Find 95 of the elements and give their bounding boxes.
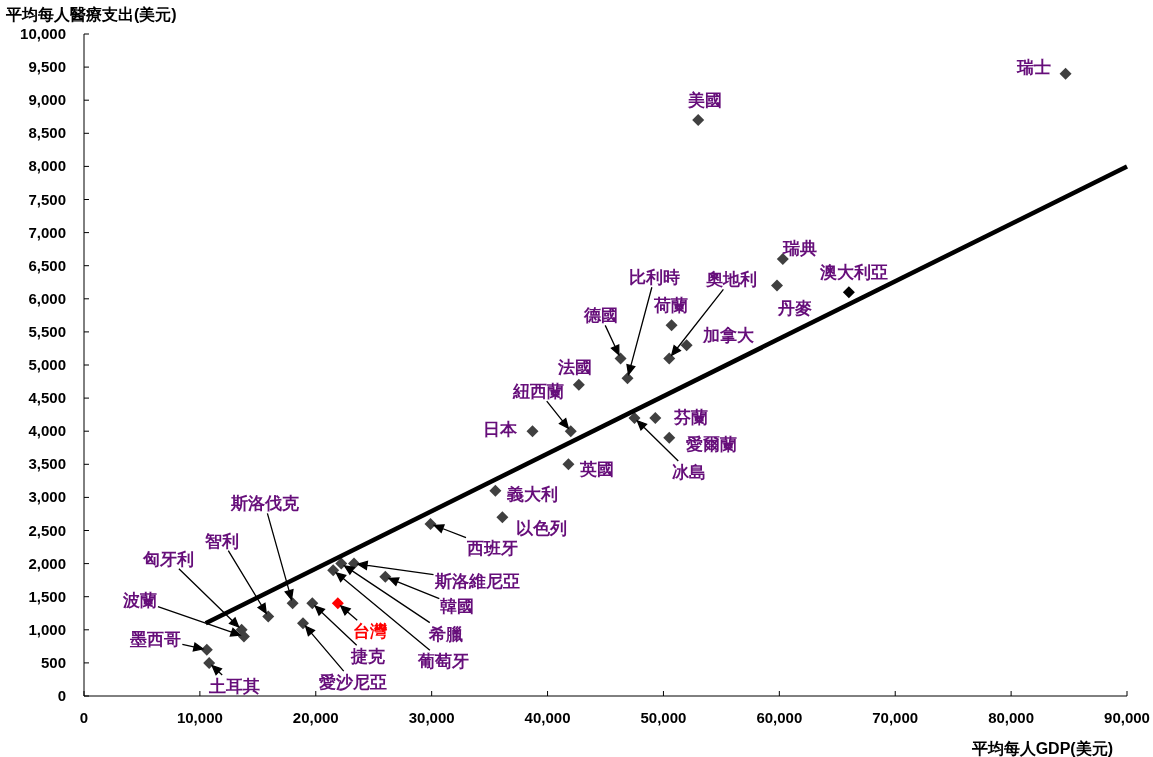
x-tick-label: 60,000: [756, 709, 803, 726]
annotation: 奧地利: [704, 270, 757, 290]
annotation: 日本: [483, 420, 519, 440]
y-tick-label: 4,500: [28, 389, 66, 407]
annotation: 英國: [579, 460, 615, 480]
x-tick-label: 10,000: [176, 709, 223, 726]
annotation: 加拿大: [702, 326, 756, 346]
point: [1059, 67, 1072, 80]
annotation: 澳大利亞: [818, 263, 888, 283]
annotation: 希臘: [428, 624, 464, 644]
x-tick-label: 80,000: [988, 709, 1035, 726]
annotation: 瑞典: [781, 239, 817, 259]
point: [680, 339, 693, 352]
point: [286, 597, 299, 610]
point: [526, 425, 539, 438]
annotation: 義大利: [505, 484, 558, 504]
x-axis-title: 平均每人GDP(美元): [970, 739, 1113, 757]
point: [424, 517, 437, 530]
point: [331, 597, 344, 610]
point: [297, 617, 310, 630]
point: [842, 286, 855, 299]
x-tick-label: 40,000: [524, 709, 571, 726]
y-tick-label: 2,500: [28, 521, 66, 539]
x-tick-label: 90,000: [1104, 709, 1150, 726]
point: [628, 411, 641, 424]
y-tick-label: 5,500: [28, 322, 66, 340]
point: [771, 279, 784, 292]
y-tick-label: 10,000: [20, 25, 66, 42]
point: [327, 564, 340, 577]
point: [262, 610, 275, 623]
point: [663, 352, 676, 365]
y-tick-label: 8,500: [28, 124, 66, 142]
x-tick-label: 70,000: [872, 709, 919, 726]
y-tick-label: 5,000: [28, 356, 66, 373]
annotation: 荷蘭: [652, 296, 688, 316]
annotation: 法國: [556, 357, 592, 377]
y-tick-label: 2,000: [28, 554, 66, 572]
annotation: 匈牙利: [142, 549, 195, 569]
annotation: 台灣: [352, 622, 388, 642]
point: [663, 431, 676, 444]
annotation: 墨西哥: [129, 629, 182, 649]
annotation: 芬蘭: [673, 407, 709, 427]
y-tick-label: 9,500: [28, 58, 66, 76]
annotation: 以色列: [515, 519, 567, 539]
point: [649, 411, 662, 424]
point: [203, 656, 216, 669]
x-tick-label: 20,000: [292, 709, 339, 726]
annotation: 波蘭: [121, 591, 157, 611]
annotation: 韓國: [440, 596, 475, 616]
point: [306, 597, 319, 610]
annotation: 丹麥: [777, 298, 813, 318]
annotation: 瑞士: [1015, 57, 1051, 77]
y-axis-title: 平均每人醫療支出(美元): [5, 5, 177, 23]
point: [379, 570, 392, 583]
annotation: 斯洛伐克: [229, 494, 300, 514]
point: [665, 319, 678, 332]
point: [200, 643, 213, 656]
annotation: 愛沙尼亞: [319, 673, 388, 693]
annotation: 冰島: [672, 462, 707, 482]
y-tick-label: 0: [57, 687, 66, 704]
point: [335, 557, 348, 570]
y-tick-label: 4,000: [28, 422, 66, 440]
annotation: 紐西蘭: [512, 382, 565, 402]
y-tick-label: 3,500: [28, 455, 66, 473]
y-tick-label: 8,000: [28, 157, 66, 175]
annotation: 德國: [582, 306, 618, 326]
point: [496, 511, 509, 524]
annotation: 美國: [687, 91, 723, 111]
y-tick-label: 7,500: [28, 190, 66, 208]
point: [621, 372, 634, 385]
x-tick-label: 0: [79, 709, 89, 726]
annotation: 捷克: [350, 647, 387, 667]
y-tick-label: 500: [40, 653, 66, 671]
y-tick-label: 1,000: [28, 620, 66, 638]
point: [614, 352, 627, 365]
point: [489, 484, 502, 497]
point: [564, 425, 577, 438]
x-tick-label: 50,000: [640, 709, 687, 726]
y-tick-label: 9,000: [28, 91, 66, 109]
y-tick-label: 6,000: [28, 289, 66, 307]
point: [572, 378, 585, 391]
point: [692, 114, 705, 127]
annotation: 比利時: [629, 268, 681, 288]
y-tick-label: 3,000: [28, 488, 66, 506]
annotation: 西班牙: [466, 538, 519, 558]
y-tick-label: 6,500: [28, 256, 66, 274]
annotation: 智利: [204, 531, 240, 551]
point: [562, 458, 575, 471]
y-tick-label: 7,000: [28, 223, 66, 241]
annotation: 土耳其: [207, 676, 260, 696]
x-tick-label: 30,000: [408, 709, 455, 726]
y-tick-label: 1,500: [28, 587, 66, 605]
annotation: 葡萄牙: [416, 652, 469, 672]
annotation: 愛爾蘭: [685, 434, 737, 454]
annotation: 斯洛維尼亞: [433, 571, 520, 591]
